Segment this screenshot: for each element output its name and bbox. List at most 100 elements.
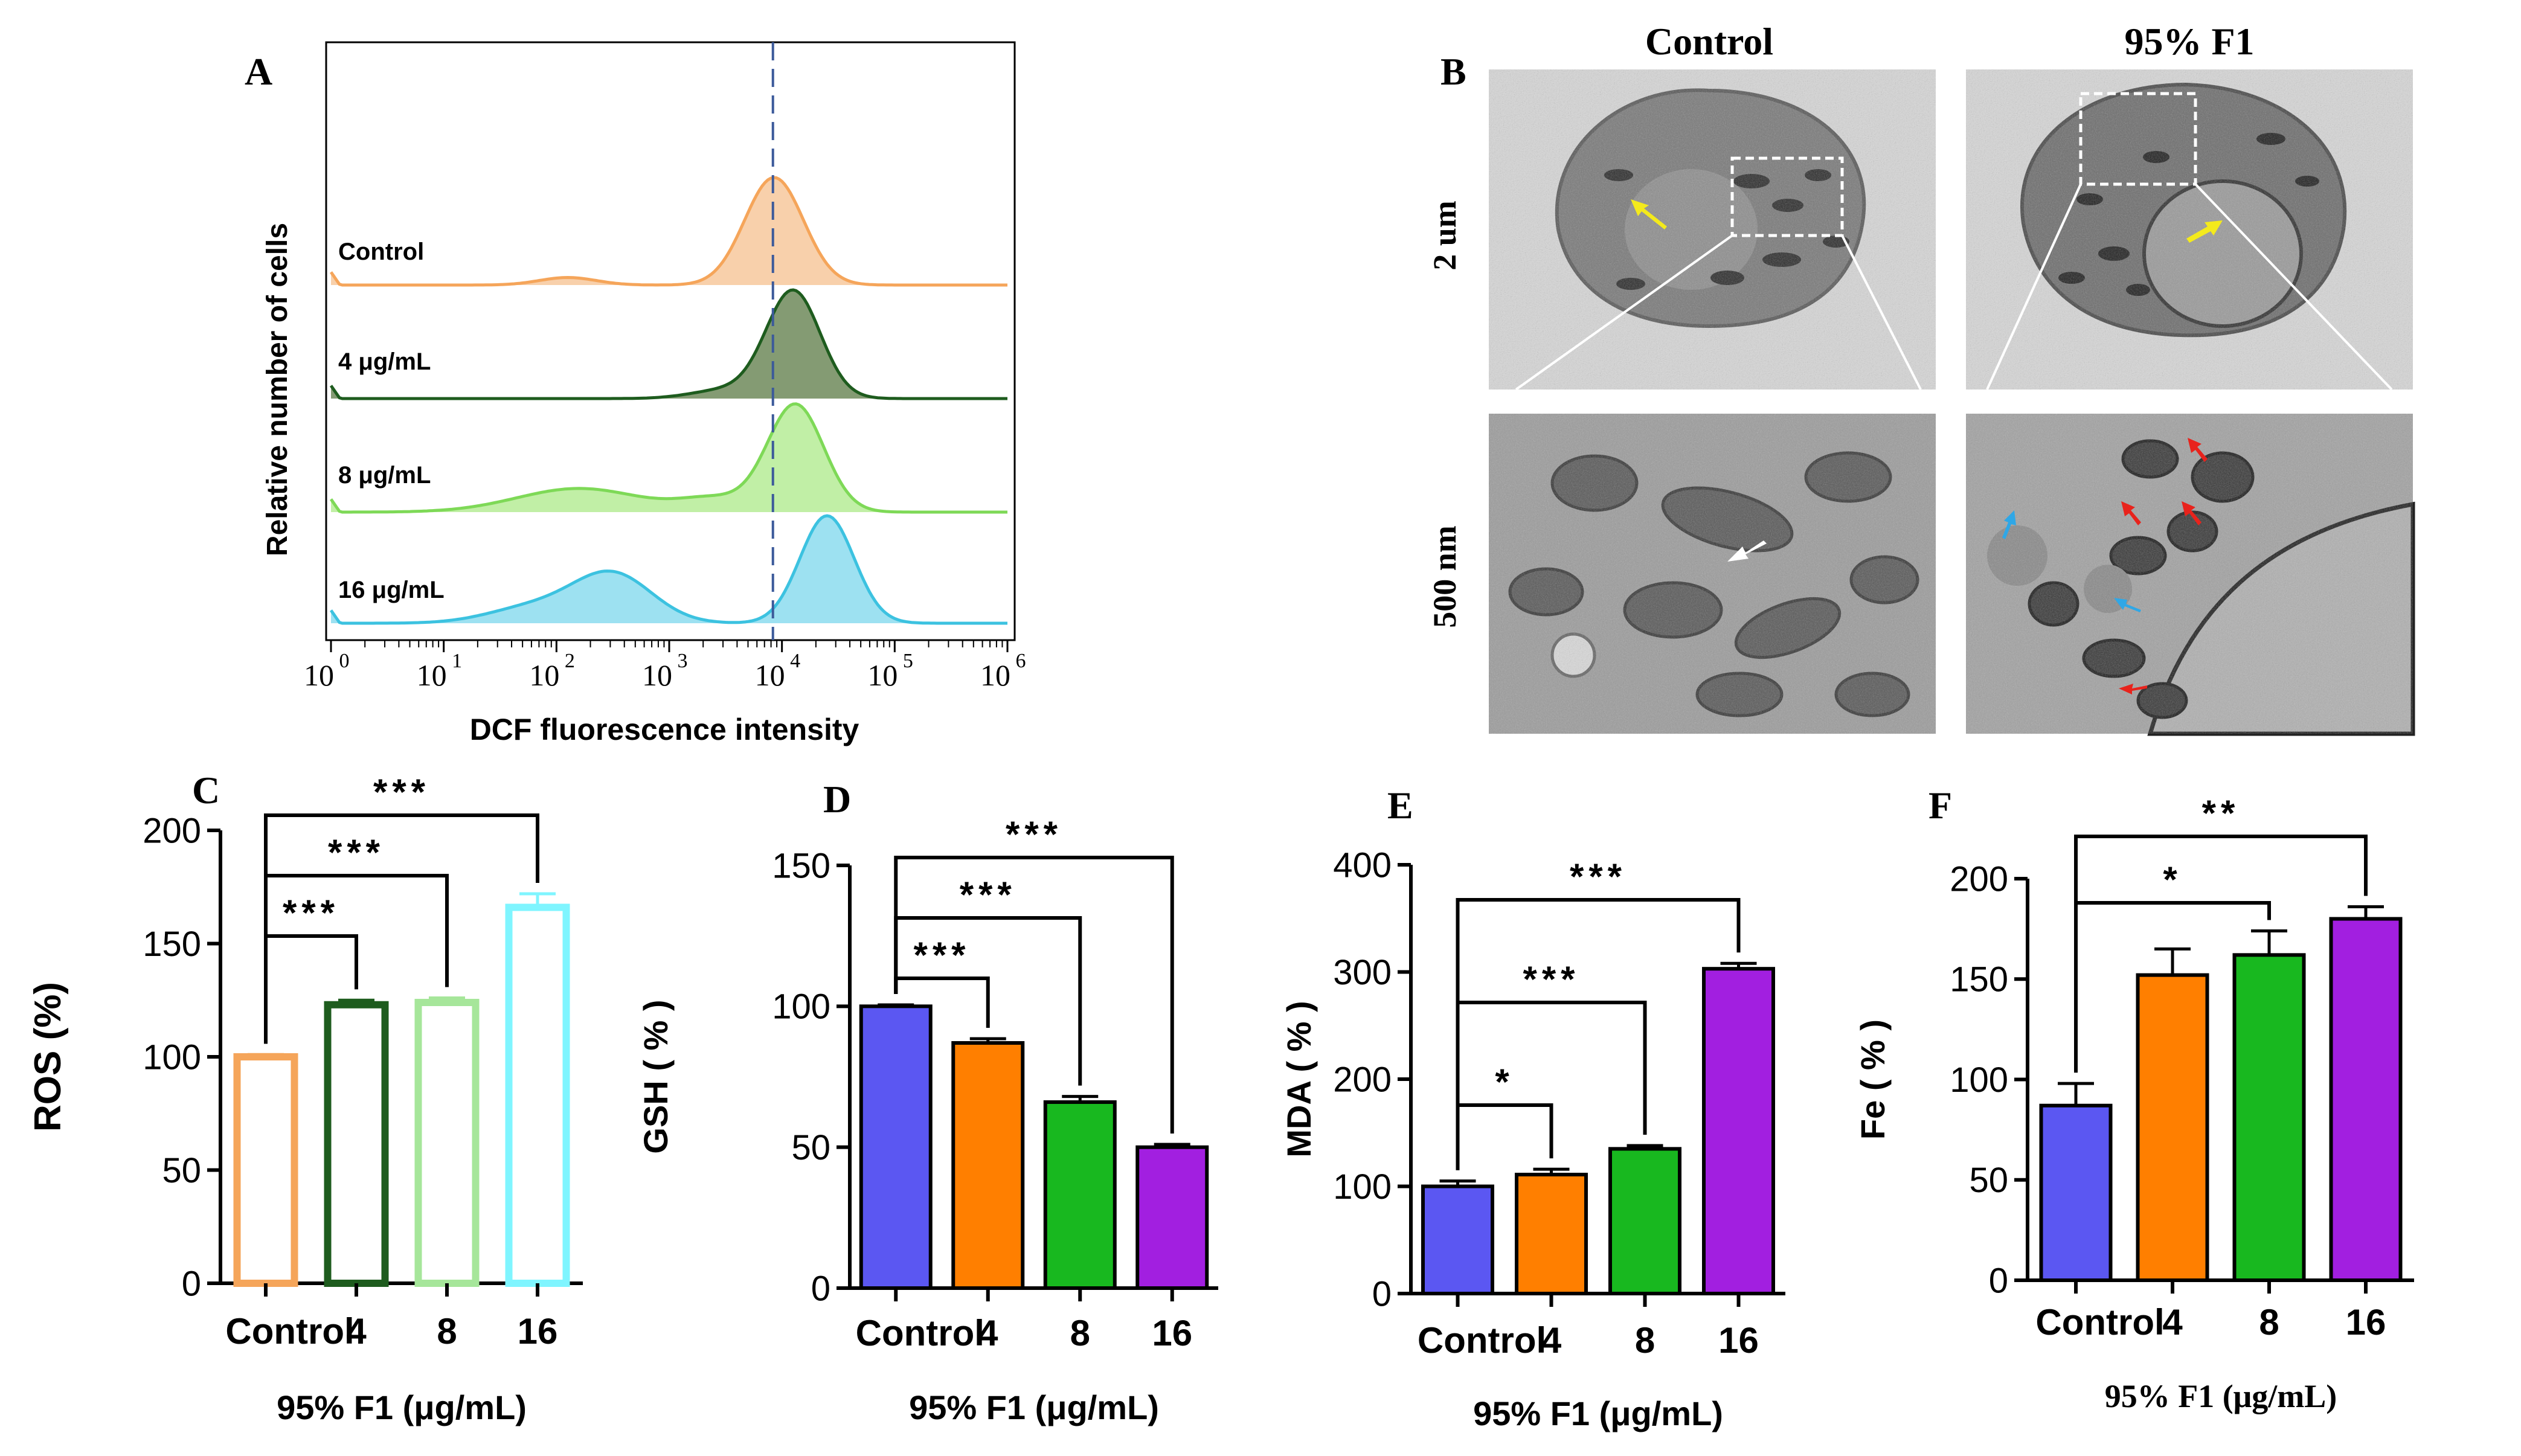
x-tick-label: 10 [642, 658, 672, 692]
panel-letter-d: D [823, 778, 851, 821]
y-tick-label: 100 [1333, 1167, 1392, 1207]
column-label-control: Control [1645, 20, 1773, 63]
panel-letter-c: C [192, 769, 220, 812]
tem-f1-500nm [1966, 414, 2415, 736]
x-category-label: Control [1418, 1320, 1546, 1361]
y-tick-label: 200 [143, 811, 201, 850]
significance-stars: ** [2202, 793, 2240, 833]
bar [2329, 917, 2403, 1282]
y-tick-label: 0 [811, 1269, 830, 1308]
yellow-arrow [2186, 220, 2223, 243]
significance-stars: *** [913, 935, 970, 975]
significance-stars: * [1495, 1062, 1514, 1102]
column-label-f1: 95% F1 [2124, 20, 2254, 63]
blue-arrows [2002, 510, 2141, 612]
tem-control-500nm [1489, 414, 1936, 734]
x-category-label: 4 [2162, 1302, 2183, 1342]
significance-bracket [1456, 898, 1741, 1170]
zoom-region-box [2079, 92, 2197, 186]
y-tick-label: 400 [1333, 845, 1392, 885]
x-axis-label: 95% F1 (μg/mL) [277, 1388, 527, 1426]
y-tick-label: 0 [182, 1264, 201, 1303]
histogram-line [329, 288, 1007, 400]
bar [2039, 1103, 2113, 1282]
bar [859, 1004, 933, 1291]
panel-letter-e: E [1387, 784, 1413, 827]
histogram-line [329, 176, 1007, 287]
bar [2232, 953, 2306, 1282]
significance-stars: *** [283, 893, 339, 933]
histogram-line [329, 514, 1007, 625]
panel-a-x-axis-label: DCF fluorescence intensity [470, 713, 859, 746]
bar [1135, 1145, 1209, 1290]
panel-letter-f: F [1928, 784, 1952, 827]
x-tick-exponent: 5 [903, 650, 913, 672]
x-category-label: 8 [1070, 1313, 1090, 1353]
y-axis-label: ROS (%) [27, 982, 69, 1132]
histogram-line [329, 402, 1007, 514]
significance-bracket [1456, 1103, 1553, 1170]
panel-letter-b: B [1440, 50, 1466, 93]
y-tick-label: 200 [1333, 1060, 1392, 1099]
x-category-label: 4 [978, 1313, 998, 1353]
y-tick-label: 150 [772, 846, 830, 885]
y-tick-label: 200 [1950, 859, 2008, 899]
white-arrow [1727, 540, 1767, 562]
x-axis-label: 95% F1 (μg/mL) [909, 1388, 1159, 1426]
y-tick-label: 100 [1950, 1060, 2008, 1100]
yellow-arrow [1631, 199, 1667, 229]
histogram-fill [331, 516, 1007, 623]
significance-bracket [264, 813, 539, 1044]
panel-b-tem-images: Control 95% F1 2 um 500 nm [1427, 20, 2415, 736]
bar [1043, 1100, 1117, 1290]
row-label-500nm: 500 nm [1427, 525, 1463, 628]
x-axis-label: 95% F1 (μg/mL) [1473, 1394, 1723, 1432]
histogram-label: 16 μg/mL [338, 577, 445, 603]
x-category-label: 8 [2259, 1302, 2279, 1342]
x-tick-label: 10 [755, 658, 785, 692]
x-tick-exponent: 3 [678, 650, 688, 672]
bar [951, 1041, 1025, 1290]
histogram-label: 4 μg/mL [338, 348, 431, 375]
significance-bracket [2074, 835, 2368, 1073]
significance-stars: *** [1570, 856, 1627, 897]
bar [324, 1001, 389, 1287]
y-tick-label: 0 [1989, 1261, 2008, 1300]
x-tick-exponent: 4 [790, 650, 800, 672]
y-tick-label: 0 [1372, 1274, 1392, 1313]
significance-stars: *** [328, 832, 385, 873]
x-category-label: Control [856, 1313, 984, 1353]
bar [1515, 1172, 1588, 1295]
bar [1702, 967, 1775, 1296]
row-label-2um: 2 um [1427, 200, 1463, 271]
x-tick-label: 10 [304, 658, 334, 692]
bar [1608, 1147, 1681, 1295]
x-category-label: 4 [346, 1311, 367, 1352]
y-tick-label: 100 [772, 987, 830, 1027]
significance-stars: * [2163, 859, 2182, 900]
y-tick-label: 150 [143, 925, 201, 964]
y-axis-label: Fe ( % ) [1854, 1019, 1892, 1140]
y-tick-label: 50 [162, 1151, 201, 1190]
x-tick-label: 10 [529, 658, 559, 692]
y-axis-label: GSH ( % ) [637, 999, 675, 1153]
x-category-label: 16 [518, 1311, 558, 1352]
x-tick-exponent: 6 [1016, 650, 1026, 672]
bar [2136, 973, 2209, 1282]
bar [233, 1053, 298, 1287]
x-category-label: 16 [2346, 1302, 2386, 1342]
x-category-label: Control [2035, 1302, 2164, 1342]
bar [1421, 1184, 1494, 1295]
panel-letter-a: A [245, 50, 272, 93]
y-tick-label: 300 [1333, 953, 1392, 992]
x-category-label: 16 [1718, 1320, 1759, 1361]
significance-bracket [894, 856, 1174, 1134]
histogram-label: 8 μg/mL [338, 462, 431, 489]
x-category-label: 16 [1152, 1313, 1192, 1353]
histogram-fill [331, 290, 1007, 399]
